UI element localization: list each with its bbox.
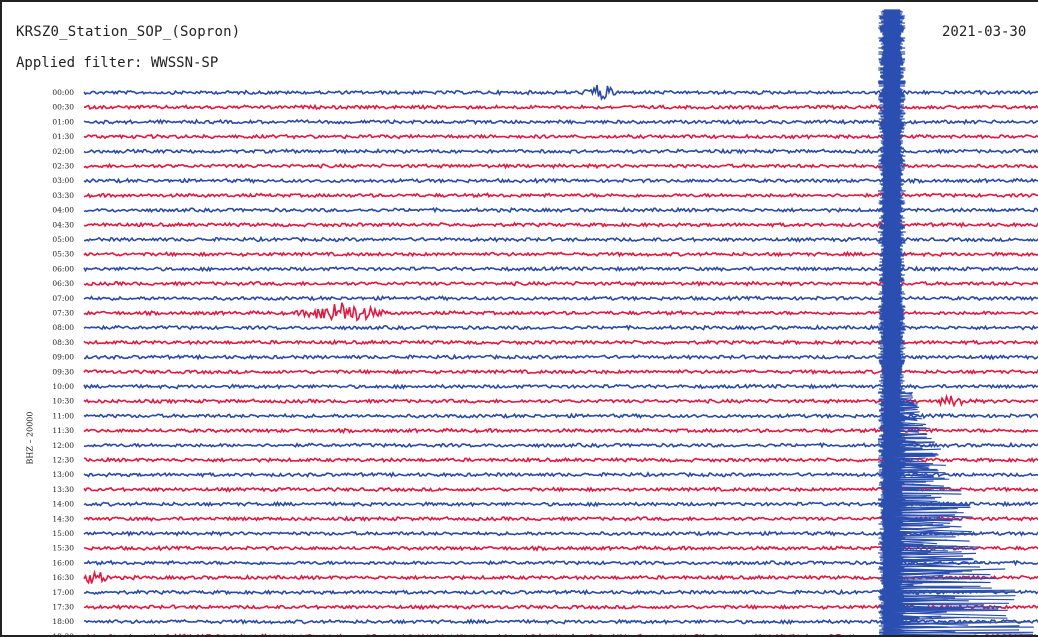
earthquake-signal bbox=[877, 9, 1034, 635]
station-title: KRSZ0_Station_SOP_(Sopron) bbox=[16, 24, 241, 40]
time-tick-label: 07:00 bbox=[52, 294, 74, 303]
trace-row-0230 bbox=[83, 162, 1038, 170]
trace-row-1800 bbox=[84, 618, 1038, 626]
time-tick-label: 16:30 bbox=[52, 573, 74, 582]
time-tick-label: 02:00 bbox=[52, 147, 74, 156]
time-tick-label: 16:00 bbox=[52, 558, 74, 567]
trace-row-1730 bbox=[83, 603, 1038, 611]
time-tick-label: 10:30 bbox=[52, 397, 74, 406]
time-tick-label: 03:30 bbox=[52, 191, 74, 200]
trace-row-1600 bbox=[83, 559, 1038, 567]
time-tick-label: 12:30 bbox=[52, 456, 74, 465]
trace-row-0430 bbox=[83, 221, 1038, 229]
time-tick-label: 13:00 bbox=[52, 470, 74, 479]
trace-row-0330 bbox=[83, 192, 1038, 199]
time-tick-label: 05:30 bbox=[52, 250, 74, 259]
trace-row-1030 bbox=[83, 393, 1038, 408]
time-tick-label: 13:30 bbox=[52, 485, 74, 494]
time-tick-label: 02:30 bbox=[52, 162, 74, 171]
time-tick-label: 08:00 bbox=[52, 323, 74, 332]
time-tick-label: 17:30 bbox=[52, 603, 74, 612]
trace-row-0630 bbox=[83, 280, 1038, 288]
time-tick-label: 18:30 bbox=[52, 632, 74, 637]
time-tick-label: 04:00 bbox=[52, 206, 74, 215]
time-tick-label: 00:00 bbox=[52, 88, 74, 97]
trace-row-1430 bbox=[83, 515, 1038, 523]
time-tick-label: 11:30 bbox=[52, 426, 74, 435]
time-tick-label: 14:30 bbox=[52, 514, 74, 523]
trace-row-0930 bbox=[83, 368, 1038, 376]
time-tick-label: 15:30 bbox=[52, 544, 74, 553]
time-tick-label: 08:30 bbox=[52, 338, 74, 347]
time-tick-label: 11:00 bbox=[52, 411, 74, 420]
date-label: 2021-03-30 bbox=[942, 24, 1027, 40]
time-tick-label: 07:30 bbox=[52, 309, 74, 318]
trace-row-1230 bbox=[83, 456, 1038, 464]
time-tick-label: 03:00 bbox=[52, 176, 74, 185]
time-tick-label: 15:00 bbox=[52, 529, 74, 538]
time-tick-label: 17:00 bbox=[52, 588, 74, 597]
earthquake-waveform bbox=[877, 9, 1034, 635]
trace-row-1300 bbox=[83, 471, 1038, 479]
filter-label: Applied filter: WWSSN-SP bbox=[16, 55, 219, 71]
trace-row-0600 bbox=[83, 265, 1038, 273]
time-tick-label: 09:00 bbox=[52, 353, 74, 362]
time-tick-label: 05:00 bbox=[52, 235, 74, 244]
time-tick-label: 06:30 bbox=[52, 279, 74, 288]
time-tick-label: 09:30 bbox=[52, 367, 74, 376]
time-tick-label: 12:00 bbox=[52, 441, 74, 450]
trace-row-1130 bbox=[83, 427, 1038, 435]
trace-row-1200 bbox=[83, 441, 1038, 449]
time-tick-label: 10:00 bbox=[52, 382, 74, 391]
trace-row-1000 bbox=[83, 383, 1038, 390]
trace-row-0700 bbox=[83, 294, 1038, 302]
trace-row-1500 bbox=[83, 530, 1038, 537]
time-tick-label: 06:00 bbox=[52, 264, 74, 273]
time-tick-label: 01:30 bbox=[52, 132, 74, 141]
time-tick-label: 00:30 bbox=[52, 103, 74, 112]
time-tick-label: 04:30 bbox=[52, 220, 74, 229]
time-tick-label: 18:00 bbox=[52, 617, 74, 626]
time-tick-label: 01:00 bbox=[52, 117, 74, 126]
time-tick-label: 14:00 bbox=[52, 500, 74, 509]
